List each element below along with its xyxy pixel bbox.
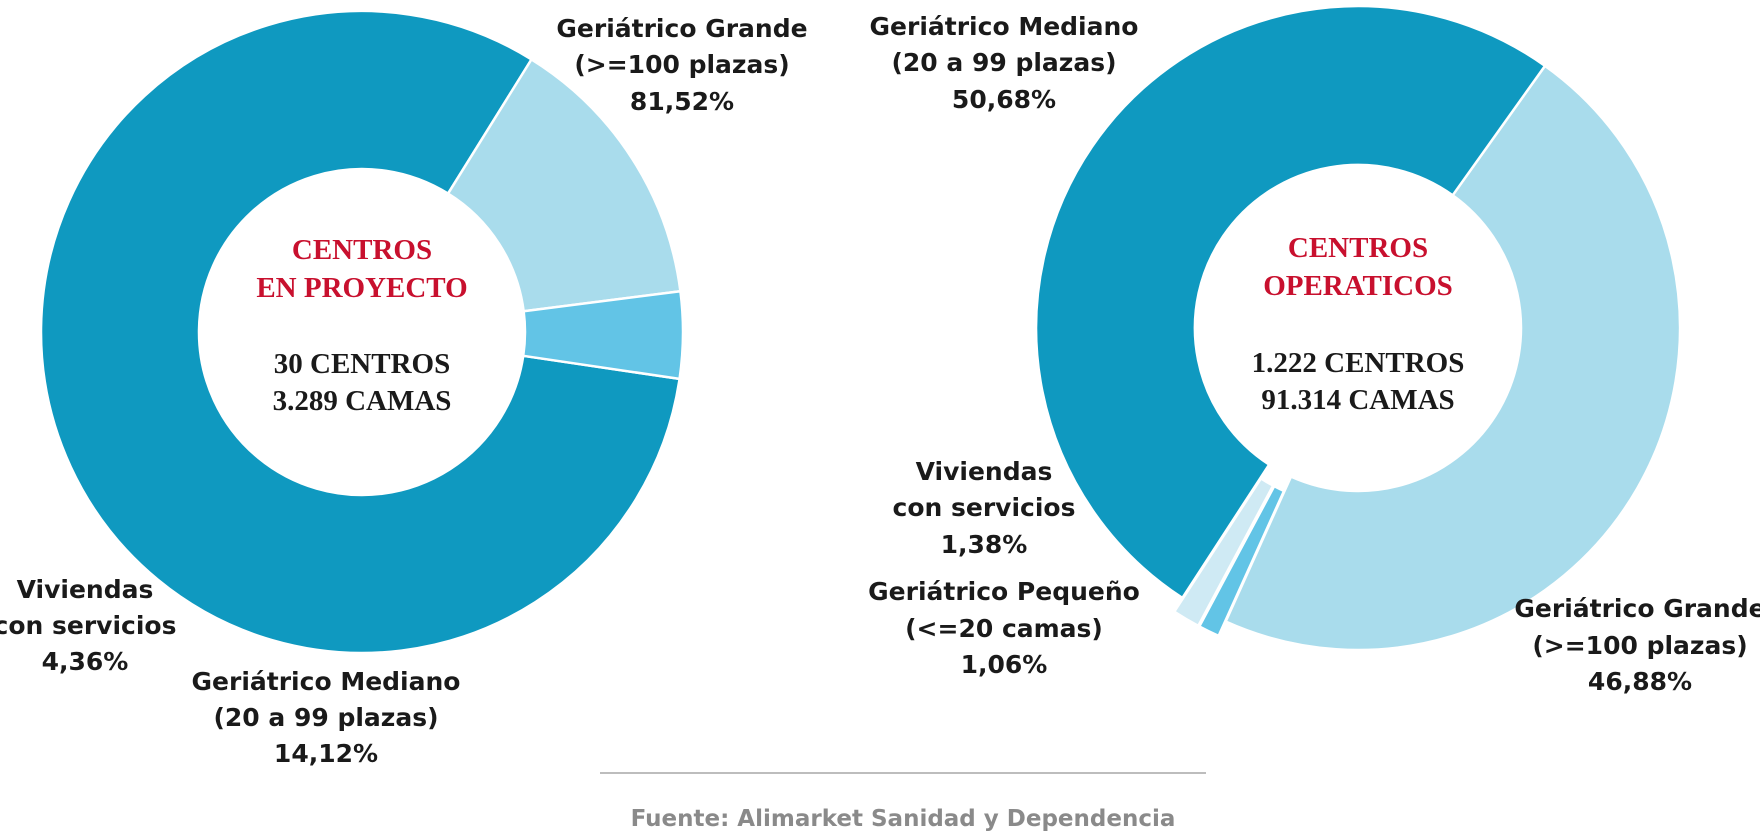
center-label: CENTROS OPERATICOS 1.222 CENTROS 91.314 …: [1252, 232, 1465, 416]
slice-label-line-2: con servicios: [0, 611, 176, 640]
slice-geriatrico-mediano: [446, 58, 682, 313]
slice-label-line-1: Geriátrico Pequeño: [868, 577, 1140, 606]
slice-label-geriatrico-mediano: Geriátrico Mediano (20 a 99 plazas) 14,1…: [192, 667, 461, 768]
center-camas-count: 3.289 CAMAS: [273, 385, 452, 417]
center-centros-count: 1.222 CENTROS: [1252, 347, 1465, 379]
slice-value-label: 46,88%: [1588, 667, 1692, 696]
slice-viviendas-con-servicios: [522, 289, 685, 381]
donut-chart-en-proyecto: CENTROS EN PROYECTO 30 CENTROS 3.289 CAM…: [0, 9, 808, 768]
slice-value-label: 14,12%: [274, 739, 378, 768]
slice-label-line-2: con servicios: [893, 493, 1076, 522]
slice-label-viviendas-con-servicios: Viviendas con servicios 1,38%: [893, 457, 1076, 559]
center-title-line-2: OPERATICOS: [1263, 270, 1453, 302]
center-camas-count: 91.314 CAMAS: [1261, 384, 1454, 416]
center-title-line-2: EN PROYECTO: [256, 272, 467, 304]
slice-label-line-2: (20 a 99 plazas): [213, 703, 438, 732]
slice-label-geriatrico-pequeno: Geriátrico Pequeño (<=20 camas) 1,06%: [868, 577, 1140, 679]
slice-label-line-1: Geriátrico Grande: [1514, 594, 1760, 623]
slice-label-line-2: (>=100 plazas): [1532, 631, 1747, 660]
slice-label-line-1: Geriátrico Mediano: [192, 667, 461, 696]
slice-label-line-2: (20 a 99 plazas): [891, 48, 1116, 77]
center-title-line-1: CENTROS: [292, 234, 432, 266]
slice-geriatrico-grande: [39, 9, 681, 655]
slice-label-line-2: (<=20 camas): [905, 614, 1103, 643]
slice-value-label: 1,38%: [941, 530, 1028, 559]
slice-label-geriatrico-grande: Geriátrico Grande (>=100 plazas) 81,52%: [556, 14, 807, 116]
slice-label-viviendas-con-servicios: Viviendas con servicios 4,36%: [0, 575, 176, 676]
center-centros-count: 30 CENTROS: [274, 348, 450, 380]
slice-label-line-1: Viviendas: [916, 457, 1053, 486]
slice-geriatrico-grande: [1224, 64, 1682, 652]
slice-label-line-2: (>=100 plazas): [574, 50, 789, 79]
slice-value-label: 1,06%: [961, 650, 1048, 679]
center-title-line-1: CENTROS: [1288, 232, 1428, 264]
source-note: Fuente: Alimarket Sanidad y Dependencia: [631, 806, 1176, 832]
slice-value-label: 50,68%: [952, 85, 1056, 114]
slice-value-label: 4,36%: [42, 647, 129, 676]
donut-chart-operaticos: CENTROS OPERATICOS 1.222 CENTROS 91.314 …: [868, 4, 1760, 696]
slice-label-geriatrico-mediano: Geriátrico Mediano (20 a 99 plazas) 50,6…: [870, 12, 1139, 114]
slice-label-geriatrico-grande: Geriátrico Grande (>=100 plazas) 46,88%: [1514, 594, 1760, 696]
slice-geriatrico-mediano: [1034, 4, 1547, 600]
slice-label-line-1: Viviendas: [17, 575, 154, 604]
slice-label-line-1: Geriátrico Mediano: [870, 12, 1139, 41]
slice-value-label: 81,52%: [630, 87, 734, 116]
slice-label-line-1: Geriátrico Grande: [556, 14, 807, 43]
center-label: CENTROS EN PROYECTO 30 CENTROS 3.289 CAM…: [256, 234, 467, 417]
